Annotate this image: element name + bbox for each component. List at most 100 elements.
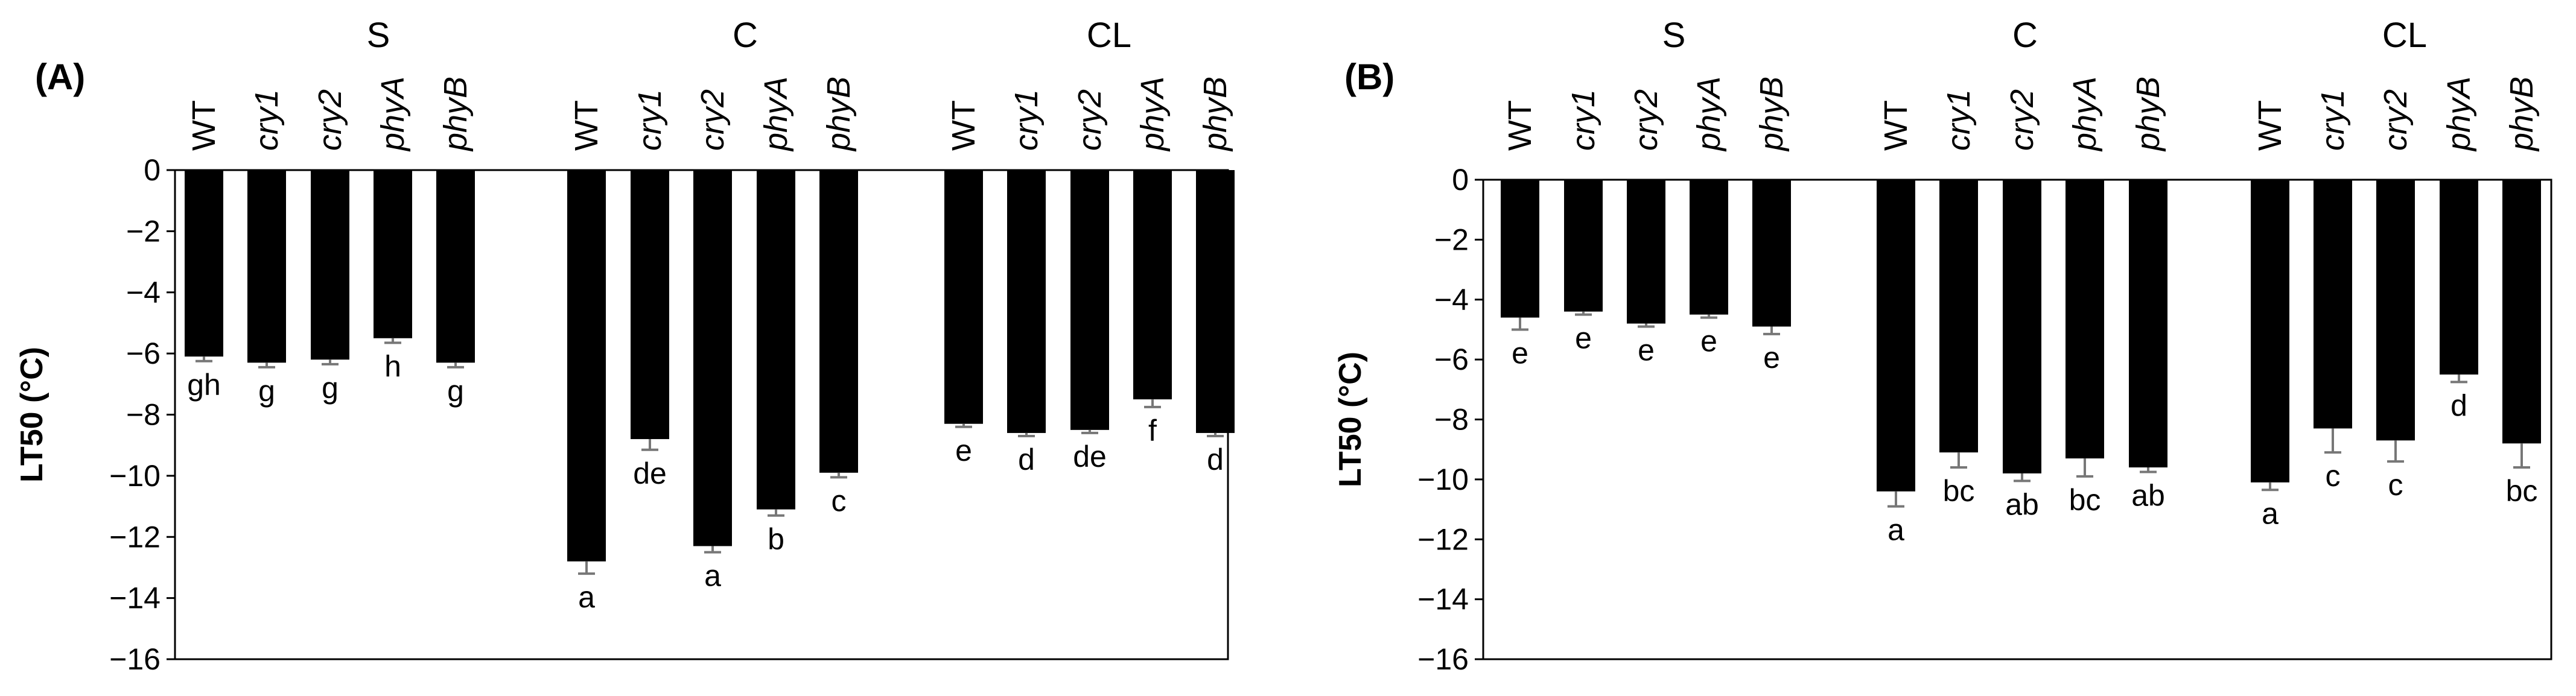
group-label: S [1662, 16, 1686, 55]
chart-panel-b: (B) 0 −2 −4 −6 −8 −10 −12 −14 −16 LT50 (°C) Se WT e cr… [1333, 16, 2552, 676]
category-label: cry2 [312, 89, 348, 151]
bar [2376, 180, 2415, 441]
significance-letter: bc [2069, 483, 2101, 517]
significance-letter: ab [2005, 487, 2039, 521]
y-tick-label: −2 [126, 214, 161, 248]
significance-letter: a [2262, 496, 2279, 530]
significance-letter: e [1575, 321, 1592, 355]
y-tick-label: −8 [1434, 403, 1469, 437]
y-tick-label: −14 [109, 581, 161, 615]
category-label: cry1 [2315, 89, 2351, 151]
bar [247, 170, 286, 363]
y-tick-label: −12 [109, 520, 161, 554]
significance-letter: f [1148, 414, 1157, 448]
bar [1564, 180, 1603, 312]
significance-letter: ab [2131, 478, 2165, 512]
significance-letter: de [633, 457, 667, 490]
significance-letter: gh [187, 368, 221, 402]
group-label: S [367, 16, 390, 55]
y-tick-label: −16 [109, 642, 161, 676]
group-label: C [733, 16, 758, 55]
significance-letter: bc [2506, 474, 2538, 508]
bar [1939, 180, 1978, 453]
bar [2440, 180, 2478, 375]
bar [374, 170, 412, 338]
category-label: phyA [758, 77, 794, 152]
category-label: cry1 [1008, 89, 1045, 151]
significance-letter: a [704, 559, 721, 593]
y-axis-title: LT50 (°C) [14, 347, 49, 482]
y-tick-label: −16 [1417, 642, 1469, 676]
category-label: WT [2252, 100, 2288, 151]
bar [2003, 180, 2041, 473]
group-label: CL [2382, 16, 2427, 55]
bar [1690, 180, 1728, 315]
category-label: phyB [1754, 77, 1790, 152]
y-tick-label: −10 [1417, 463, 1469, 496]
bar [757, 170, 795, 510]
significance-letter: g [322, 371, 339, 405]
bar [2251, 180, 2289, 482]
significance-letter: e [1512, 336, 1528, 370]
panel-label: (A) [35, 57, 85, 97]
significance-letter: e [1763, 341, 1780, 375]
bar [1070, 170, 1109, 430]
y-axis-title: LT50 (°C) [1333, 352, 1368, 487]
y-tick-label: −4 [126, 276, 161, 309]
y-tick-label: −2 [1434, 223, 1469, 256]
panel-label: (B) [1344, 57, 1395, 97]
category-label: cry2 [2377, 89, 2414, 151]
category-label: phyB [2130, 77, 2166, 152]
category-label: cry1 [632, 89, 668, 151]
significance-letter: bc [1943, 474, 1975, 508]
y-tick-label: −6 [126, 337, 161, 370]
category-label: phyB [437, 77, 474, 152]
y-tick-label: 0 [1452, 163, 1469, 197]
y-tick-label: −4 [1434, 283, 1469, 317]
significance-letter: c [832, 484, 847, 517]
category-label: cry2 [2004, 89, 2040, 151]
category-label: WT [1502, 100, 1538, 151]
significance-letter: c [2326, 459, 2341, 493]
significance-letter: d [2450, 388, 2467, 422]
significance-letter: h [384, 349, 401, 383]
y-tick-label: 0 [144, 153, 161, 187]
bar [567, 170, 606, 562]
category-label: phyA [2067, 77, 2103, 152]
y-tick-label: −14 [1417, 583, 1469, 616]
significance-letter: e [1638, 333, 1655, 367]
bar [1133, 170, 1172, 400]
bar [819, 170, 858, 473]
bar [1501, 180, 1539, 318]
significance-letter: d [1018, 443, 1035, 476]
bar [2129, 180, 2167, 467]
significance-letter: b [768, 522, 784, 556]
significance-letter: e [955, 434, 972, 467]
category-label: WT [1878, 100, 1914, 151]
bar [436, 170, 475, 363]
significance-letter: e [1700, 324, 1717, 358]
bar [1007, 170, 1046, 433]
significance-letter: a [1887, 513, 1904, 547]
category-label: WT [946, 100, 982, 151]
bar [693, 170, 732, 546]
bar [631, 170, 669, 440]
bar [185, 170, 223, 357]
category-label: WT [568, 100, 605, 151]
bar [2314, 180, 2352, 429]
category-label: phyA [1134, 77, 1171, 152]
category-label: cry1 [1565, 89, 1601, 151]
significance-letter: a [578, 580, 595, 614]
significance-letter: c [2388, 468, 2403, 502]
category-label: phyB [1197, 77, 1233, 152]
y-tick-label: −6 [1434, 343, 1469, 376]
category-label: WT [186, 100, 222, 151]
bar [1877, 180, 1915, 492]
y-tick-label: −12 [1417, 522, 1469, 556]
significance-letter: d [1207, 443, 1224, 476]
bar [944, 170, 983, 424]
category-label: cry1 [1941, 89, 1977, 151]
bar [1196, 170, 1235, 433]
